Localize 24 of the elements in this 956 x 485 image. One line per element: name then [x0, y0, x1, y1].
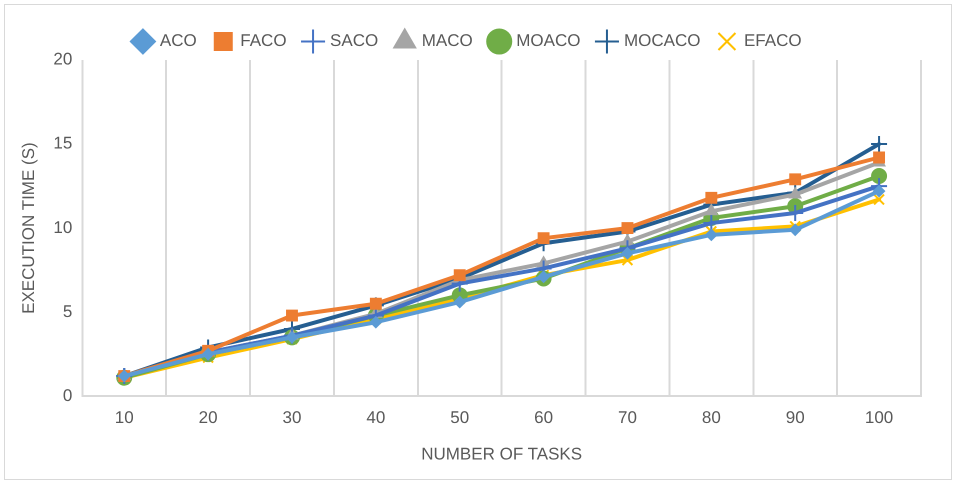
y-tick-label: 15: [53, 134, 72, 153]
x-tick-label: 90: [786, 408, 805, 428]
legend-label: ACO: [160, 31, 197, 50]
x-tick-label: 20: [198, 408, 218, 428]
legend-label: MOACO: [516, 31, 580, 50]
y-axis-title: EXECUTION TIME (S): [18, 142, 38, 314]
x-tick-label: 50: [450, 408, 470, 428]
x-tick-label: 40: [366, 408, 386, 428]
legend-label: MOCACO: [624, 31, 700, 50]
y-tick-label: 20: [53, 50, 72, 69]
legend-label: MACO: [422, 31, 473, 50]
legend-label: FACO: [240, 31, 287, 50]
x-tick-label: 30: [282, 408, 302, 428]
x-tick-label: 60: [534, 408, 554, 428]
x-tick-label: 10: [114, 408, 134, 428]
y-tick-label: 0: [62, 386, 72, 405]
x-tick-label: 70: [618, 408, 637, 428]
x-tick-label: 80: [702, 408, 721, 428]
y-tick-label: 5: [62, 302, 72, 321]
legend-label: EFACO: [744, 31, 802, 50]
legend-label: SACO: [330, 31, 378, 50]
x-axis-title: NUMBER OF TASKS: [421, 444, 582, 464]
x-tick-label: 100: [864, 408, 894, 428]
y-tick-label: 10: [53, 218, 72, 237]
